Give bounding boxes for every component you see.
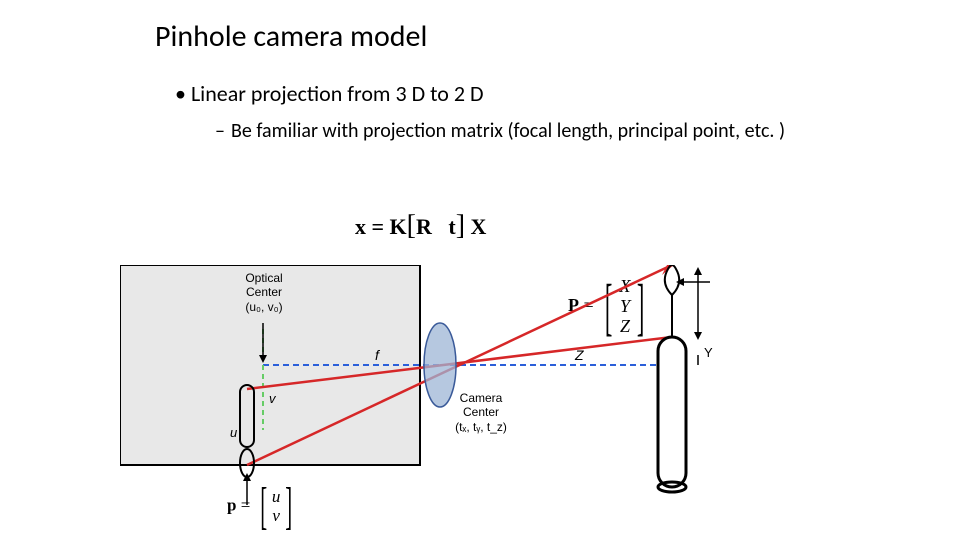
Z-label: Z (574, 347, 584, 363)
optical-center-label: Optical Center (u₀, v₀) (228, 271, 300, 314)
slide-title: Pinhole camera model (155, 18, 427, 55)
u-label: u (230, 425, 237, 440)
projection-equation: x = K[R t] X (355, 210, 486, 242)
bullet-level2: –Be familiar with projection matrix (foc… (215, 118, 815, 144)
camera-center-label: Camera Center (tₓ, tᵧ, t_z) (446, 391, 516, 434)
pinhole-diagram: Optical Center (u₀, v₀) f Z Y u v Camera… (120, 265, 760, 515)
big-candle (658, 265, 686, 492)
bullet-level1: Linear projection from 3 D to 2 D (175, 80, 484, 107)
bullet2-text: Be familiar with projection matrix (foca… (231, 119, 785, 143)
Y-label: Y (704, 345, 713, 360)
